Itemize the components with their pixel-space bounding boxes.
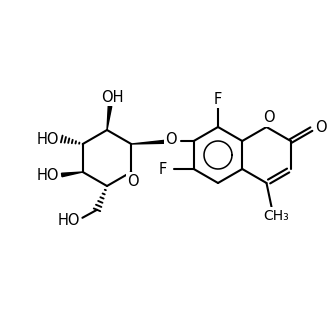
Polygon shape <box>131 139 177 144</box>
Text: HO: HO <box>57 213 80 228</box>
Text: O: O <box>127 174 139 188</box>
Polygon shape <box>107 106 112 130</box>
Text: CH₃: CH₃ <box>264 209 289 223</box>
Text: O: O <box>165 133 177 148</box>
Text: O: O <box>263 111 274 125</box>
Text: HO: HO <box>37 131 59 147</box>
Text: OH: OH <box>101 90 123 105</box>
Text: O: O <box>315 119 327 135</box>
Text: F: F <box>214 92 222 107</box>
Text: HO: HO <box>37 168 59 182</box>
Text: F: F <box>159 161 167 177</box>
Polygon shape <box>61 172 83 177</box>
